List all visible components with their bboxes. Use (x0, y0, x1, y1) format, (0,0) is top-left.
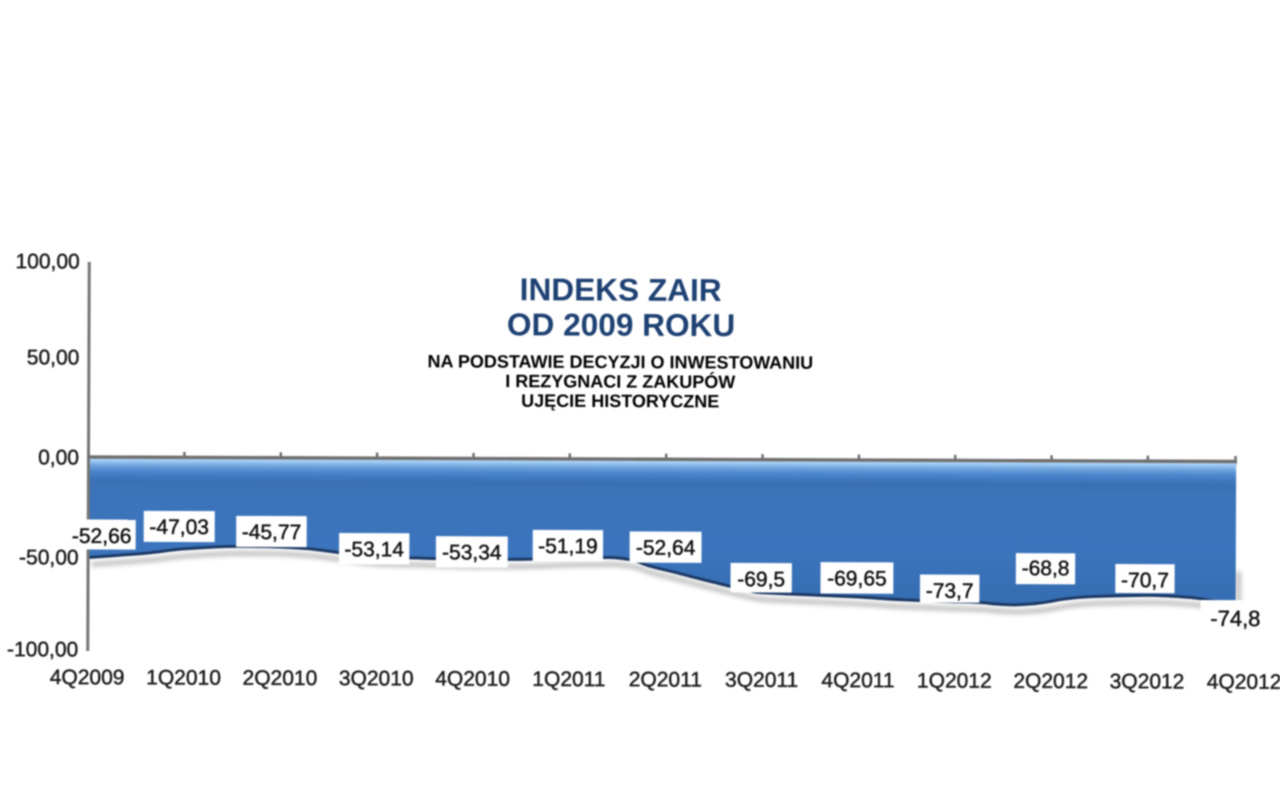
svg-text:OD 2009 ROKU: OD 2009 ROKU (507, 306, 735, 343)
svg-text:I REZYGNACI Z ZAKUPÓW: I REZYGNACI Z ZAKUPÓW (505, 370, 735, 392)
svg-text:-70,7: -70,7 (1121, 569, 1169, 592)
svg-text:-47,03: -47,03 (149, 516, 209, 539)
svg-text:-52,64: -52,64 (636, 537, 696, 560)
svg-text:4Q2011: 4Q2011 (821, 669, 894, 692)
svg-text:4Q2012: 4Q2012 (1207, 671, 1280, 694)
svg-text:2Q2010: 2Q2010 (243, 667, 318, 690)
svg-text:INDEKS ZAIR: INDEKS ZAIR (520, 271, 722, 308)
svg-text:-100,00: -100,00 (7, 638, 78, 661)
svg-text:50,00: 50,00 (27, 346, 80, 369)
svg-text:-74,8: -74,8 (1210, 606, 1260, 631)
svg-text:-52,66: -52,66 (72, 525, 132, 548)
svg-text:-69,5: -69,5 (737, 568, 785, 591)
svg-text:NA PODSTAWIE DECYZJI O INWESTO: NA PODSTAWIE DECYZJI O INWESTOWANIU (427, 351, 813, 373)
svg-text:100,00: 100,00 (15, 250, 79, 273)
svg-text:UJĘCIE HISTORYCZNE: UJĘCIE HISTORYCZNE (521, 391, 719, 412)
svg-text:-53,34: -53,34 (442, 541, 502, 564)
svg-text:-45,77: -45,77 (242, 521, 302, 544)
svg-text:0,00: 0,00 (38, 446, 79, 469)
svg-text:-68,8: -68,8 (1022, 557, 1070, 580)
svg-text:-50,00: -50,00 (19, 546, 79, 569)
svg-text:1Q2012: 1Q2012 (917, 669, 992, 692)
svg-text:2Q2012: 2Q2012 (1013, 670, 1088, 693)
svg-text:-73,7: -73,7 (926, 580, 974, 603)
svg-text:4Q2009: 4Q2009 (50, 666, 125, 689)
svg-text:4Q2010: 4Q2010 (435, 668, 510, 691)
svg-text:1Q2010: 1Q2010 (146, 666, 221, 689)
svg-text:2Q2011: 2Q2011 (629, 668, 702, 691)
svg-text:3Q2011: 3Q2011 (725, 669, 798, 692)
svg-text:-69,65: -69,65 (827, 567, 887, 590)
svg-text:1Q2011: 1Q2011 (532, 668, 605, 691)
svg-text:-51,19: -51,19 (538, 535, 598, 558)
svg-text:-53,14: -53,14 (344, 538, 404, 561)
svg-text:3Q2010: 3Q2010 (339, 667, 414, 690)
svg-text:3Q2012: 3Q2012 (1110, 670, 1185, 693)
